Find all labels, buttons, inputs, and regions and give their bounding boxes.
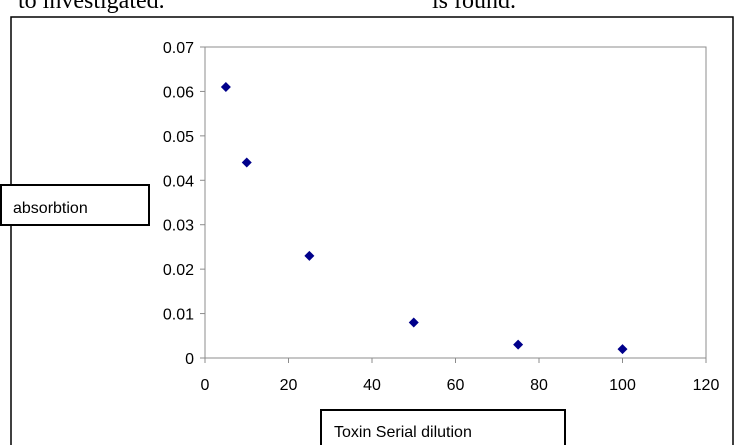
y-axis: 0 0.01 0.02 0.03 0.04 0.05 0.06 0.07: [163, 40, 206, 368]
x-axis-label-box: Toxin Serial dilution: [320, 409, 566, 445]
y-tick-label: 0.07: [163, 40, 194, 57]
chart-area-border: [10, 16, 734, 445]
y-axis-label: absorbtion: [13, 200, 88, 217]
x-tick-label: 60: [447, 377, 465, 394]
x-tick-label: 100: [609, 377, 636, 394]
x-tick-label: 80: [530, 377, 548, 394]
x-axis-label: Toxin Serial dilution: [334, 424, 472, 441]
y-tick-label: 0.01: [163, 307, 194, 324]
y-tick-label: 0.04: [163, 173, 194, 190]
data-point-diamond: [220, 81, 231, 92]
data-point-diamond: [617, 344, 628, 355]
header-text-fragment: to investigated. is found.: [0, 0, 734, 14]
y-axis-label-box: absorbtion: [0, 184, 150, 226]
data-points: [220, 81, 628, 355]
data-point-diamond: [241, 157, 252, 168]
y-tick-label: 0: [185, 351, 194, 368]
x-axis: 0 20 40 60 80 100 120: [201, 357, 720, 394]
x-tick-label: 0: [201, 377, 210, 394]
data-point-diamond: [304, 250, 315, 261]
data-point-diamond: [513, 339, 524, 350]
x-tick-label: 40: [363, 377, 381, 394]
plot-area: [204, 46, 707, 359]
data-point-diamond: [408, 317, 419, 328]
header-fragment-right: is found.: [432, 0, 516, 14]
header-fragment-left: to investigated.: [18, 0, 165, 14]
y-tick-label: 0.06: [163, 84, 194, 101]
x-tick-label: 20: [280, 377, 298, 394]
y-tick-label: 0.02: [163, 262, 194, 279]
x-tick-label: 120: [693, 377, 720, 394]
y-tick-label: 0.03: [163, 218, 194, 235]
y-tick-label: 0.05: [163, 129, 194, 146]
